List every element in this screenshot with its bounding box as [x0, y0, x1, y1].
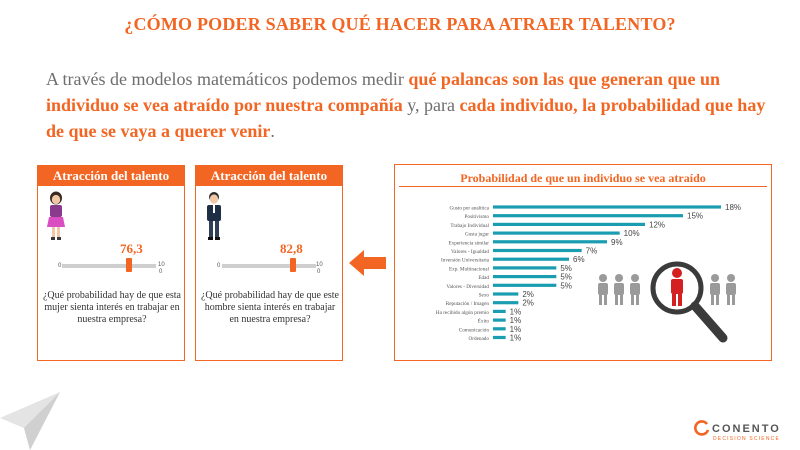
slider-max-label: 10 — [158, 262, 165, 268]
conento-logo-icon — [694, 420, 710, 436]
category-label: Ordenado — [469, 336, 490, 342]
page-title: ¿CÓMO PODER SABER QUÉ HACER PARA ATRAER … — [124, 14, 676, 34]
value-label: 12% — [649, 220, 665, 229]
category-label: Edad — [478, 275, 489, 281]
bar — [493, 335, 506, 340]
category-label: Inversión Universitaria — [441, 258, 490, 264]
bar — [493, 301, 519, 305]
category-label: Experiencia similar — [449, 240, 490, 246]
attraction-card-woman: Atracción del talento 76,3 0 10 0 ¿Qué p… — [37, 165, 185, 361]
people-magnifier-icon — [598, 261, 736, 343]
category-label: Exp. Multinacional — [449, 266, 490, 272]
attraction-score: 82,8 — [280, 241, 303, 256]
bar — [493, 266, 557, 270]
category-label: Valores - Igualdad — [451, 249, 489, 255]
slider-max-label-sub: 0 — [317, 269, 321, 275]
man-icon — [207, 192, 221, 240]
value-label: 7% — [586, 247, 598, 256]
category-label: Sexo — [479, 293, 490, 299]
chart-title-divider — [399, 186, 767, 187]
arrow-left-icon — [349, 250, 386, 276]
slider-max-label: 10 — [316, 262, 323, 268]
category-label: Reputación / Imagen — [446, 301, 490, 307]
score-slider-track — [222, 264, 316, 268]
value-label: 6% — [573, 255, 585, 264]
bar — [493, 275, 557, 279]
bar — [493, 248, 582, 253]
bar — [493, 327, 506, 331]
category-label: Trabajo Individual — [450, 223, 489, 229]
intro-text: A través de modelos matemáticos podemos … — [46, 69, 766, 141]
score-slider-track — [62, 264, 156, 268]
card-question: ¿Qué probabilidad hay de que esta mujer … — [42, 290, 181, 325]
brand-name: CONENTO — [712, 423, 781, 435]
score-slider-handle — [126, 258, 132, 272]
bar — [493, 222, 645, 226]
card-header: Atracción del talento — [38, 166, 184, 186]
bar — [493, 214, 683, 218]
chart-panel: Gusto por analítica 18% Positivismo 15% Trab… — [394, 164, 772, 361]
woman-icon — [47, 191, 65, 240]
bar — [493, 231, 620, 235]
value-label: 1% — [510, 334, 522, 343]
score-slider-handle — [290, 258, 296, 272]
value-label: 2% — [522, 290, 534, 299]
category-label: Valores - Diversidad — [446, 284, 489, 290]
card-header: Atracción del talento — [196, 166, 342, 186]
value-label: 2% — [522, 299, 534, 308]
category-label: Éxito — [478, 317, 490, 325]
bar — [493, 283, 557, 287]
value-label: 1% — [510, 325, 522, 334]
bar — [493, 318, 506, 322]
category-label: Comunicación — [459, 327, 490, 333]
slider-max-label-sub: 0 — [159, 269, 163, 275]
slider-min-label: 0 — [58, 263, 62, 269]
brand-tagline: DECISION SCIENCE — [713, 436, 780, 442]
bar — [493, 205, 721, 209]
bar — [493, 292, 519, 296]
attraction-score: 76,3 — [120, 241, 143, 256]
value-label: 1% — [510, 316, 522, 325]
value-label: 15% — [687, 212, 703, 221]
category-label: Gusta jugar — [465, 232, 489, 238]
chart-title: Probabilidad de que un individuo se vea … — [460, 171, 706, 185]
card-question: ¿Qué probabilidad hay de que este hombre… — [200, 290, 339, 325]
probability-bar-chart: Gusto por analítica 18% Positivismo 15% Trab… — [436, 203, 741, 343]
bar — [493, 257, 569, 261]
value-label: 10% — [624, 229, 640, 238]
value-label: 9% — [611, 238, 623, 247]
value-label: 5% — [560, 281, 572, 290]
value-label: 5% — [560, 264, 572, 273]
value-label: 18% — [725, 203, 741, 212]
category-label: Ha recibido algún premio — [436, 310, 490, 316]
bar — [493, 309, 506, 313]
value-label: 5% — [560, 273, 572, 282]
attraction-card-man: Atracción del talento 82,8 0 10 0 ¿Qué p… — [195, 165, 343, 361]
paper-plane-icon — [0, 392, 60, 450]
slider-min-label: 0 — [217, 263, 221, 269]
category-label: Gusto por analítica — [450, 206, 490, 212]
category-label: Positivismo — [464, 214, 489, 220]
value-label: 1% — [510, 307, 522, 316]
bar — [493, 240, 607, 244]
